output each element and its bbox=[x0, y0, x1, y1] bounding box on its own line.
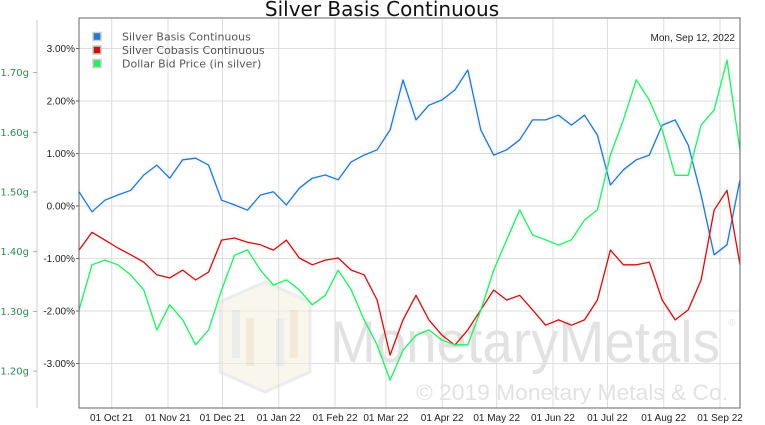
watermark-copyright: © 2019 Monetary Metals & Co. bbox=[416, 380, 728, 405]
legend-label: Silver Cobasis Continuous bbox=[122, 44, 265, 57]
legend-label: Silver Basis Continuous bbox=[122, 31, 251, 44]
legend-swatch bbox=[92, 58, 102, 69]
pct-tick-label: 3.00% bbox=[47, 44, 75, 55]
grams-tick-label: 1.20g bbox=[0, 367, 29, 378]
x-tick-label: 01 Jan 22 bbox=[257, 413, 301, 424]
watermark-brand-a: Monetary bbox=[330, 310, 559, 375]
grams-tick-label: 1.60g bbox=[0, 128, 29, 139]
x-tick-label: 01 Aug 22 bbox=[641, 413, 686, 424]
grams-tick-label: 1.40g bbox=[0, 247, 29, 258]
watermark: MonetaryMetals ® © 2019 Monetary Metals … bbox=[218, 280, 736, 405]
watermark-brand-b: Metals bbox=[559, 310, 720, 375]
series-line-dollar-bid bbox=[78, 59, 741, 381]
pct-tick-label: -1.00% bbox=[43, 254, 75, 265]
pct-tick-label: 0.00% bbox=[47, 202, 75, 213]
grams-tick-label: 1.50g bbox=[0, 188, 29, 199]
watermark-brand: MonetaryMetals bbox=[330, 310, 720, 375]
grams-tick-label: 1.70g bbox=[0, 68, 29, 79]
x-tick-label: 01 May 22 bbox=[473, 413, 520, 424]
grams-tick-label: 1.30g bbox=[0, 307, 29, 318]
chart-title: Silver Basis Continuous bbox=[265, 0, 499, 21]
legend-swatch bbox=[92, 45, 102, 55]
x-tick-label: 01 Mar 22 bbox=[363, 413, 408, 424]
plot-frame bbox=[78, 17, 741, 409]
legend-swatch bbox=[92, 31, 102, 42]
series-line-basis bbox=[78, 69, 741, 256]
pct-tick-label: 1.00% bbox=[47, 149, 75, 160]
watermark-logo-icon bbox=[218, 280, 312, 394]
x-tick-label: 01 Feb 22 bbox=[313, 413, 358, 424]
date-label: Mon, Sep 12, 2022 bbox=[650, 33, 735, 44]
x-tick-label: 01 Dec 21 bbox=[200, 413, 246, 424]
grid bbox=[79, 18, 740, 408]
legend-label: Dollar Bid Price (in silver) bbox=[122, 58, 261, 71]
x-tick-label: 01 Nov 21 bbox=[145, 413, 191, 424]
x-tick-label: 01 Jul 22 bbox=[587, 413, 628, 424]
x-tick-label: 01 Sep 22 bbox=[697, 413, 743, 424]
pct-tick-label: -2.00% bbox=[43, 307, 75, 318]
pct-tick-label: 2.00% bbox=[47, 97, 75, 108]
series-lines bbox=[78, 59, 741, 381]
x-tick-label: 01 Oct 21 bbox=[90, 413, 134, 424]
x-tick-label: 01 Apr 22 bbox=[421, 413, 464, 424]
series-line-cobasis bbox=[78, 189, 741, 356]
watermark-registered: ® bbox=[728, 318, 736, 329]
x-tick-label: 01 Jun 22 bbox=[531, 413, 575, 424]
pct-tick-label: -3.00% bbox=[43, 359, 75, 370]
axes: 01 Oct 21 01 Nov 21 01 Dec 21 01 Jan 22 01 F… bbox=[0, 44, 743, 424]
